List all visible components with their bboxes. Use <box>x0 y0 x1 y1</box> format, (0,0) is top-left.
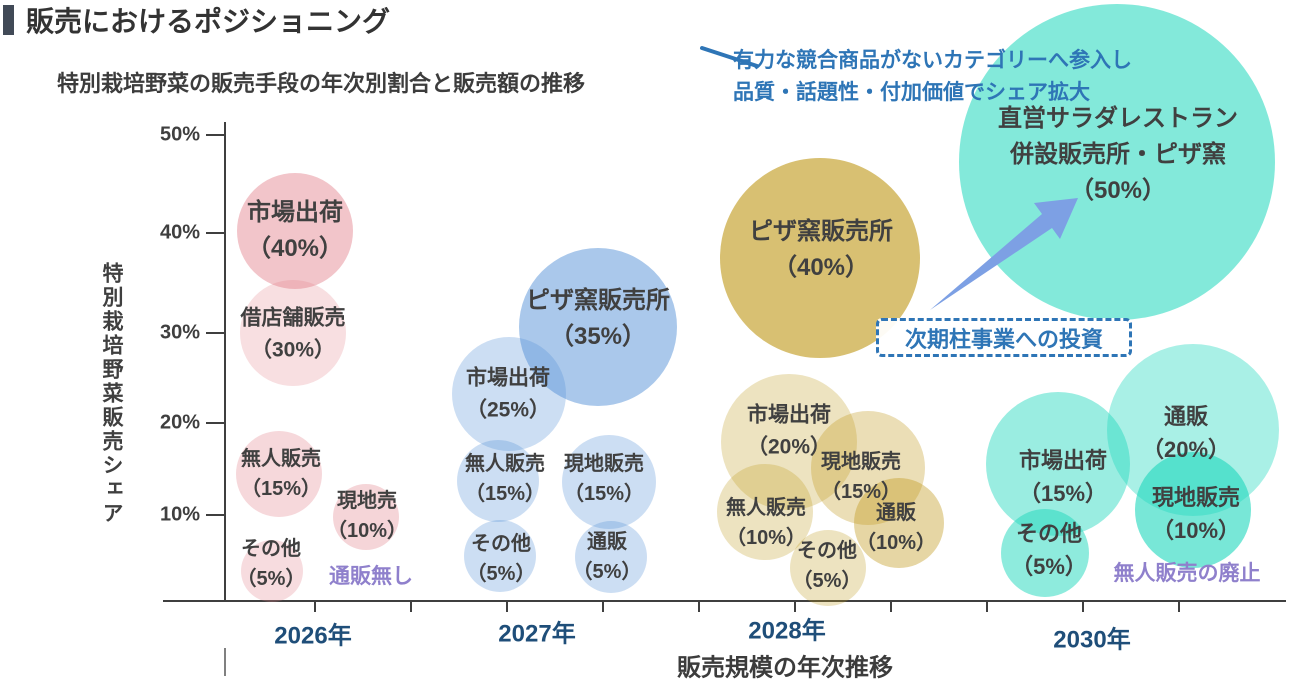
chart-bubble <box>464 520 536 592</box>
bubble-label: 現地販売 （15%） <box>820 451 902 503</box>
x-tick-2026: 2026年 <box>274 622 352 650</box>
bubble-label: その他 （5%） <box>792 540 862 592</box>
chart-bubble <box>721 374 857 510</box>
chart-bubble <box>240 280 346 386</box>
y-tick-20: 20% <box>159 411 200 434</box>
bubble-label: 無人販売 （10%） <box>725 497 807 549</box>
chart-bubble <box>717 464 813 560</box>
bubble-label: 市場出荷 （40%） <box>246 199 344 262</box>
chart-bubble <box>562 435 656 529</box>
bubble-label: その他 （5%） <box>1011 521 1087 579</box>
bubble-label: 通販 （20%） <box>1141 404 1231 462</box>
bubble-label: 市場出荷 （20%） <box>746 403 832 459</box>
x-tick-2028: 2028年 <box>748 617 826 645</box>
bubble-label: 無人販売 （15%） <box>464 453 546 505</box>
y-tick-50: 50% <box>159 123 200 146</box>
chart-subtitle: 特別栽培野菜の販売手段の年次別割合と販売額の推移 <box>57 71 586 96</box>
chart-bubble <box>333 484 399 550</box>
x-tick-2027: 2027年 <box>498 620 576 648</box>
y-tick-10: 10% <box>159 503 200 526</box>
x-tick-2030: 2030年 <box>1053 626 1131 654</box>
x-axis-title: 販売規模の年次推移 <box>677 654 893 682</box>
chart-bubble <box>457 440 539 522</box>
y-tick-30: 30% <box>159 321 200 344</box>
chart-note: 通販無し <box>329 565 413 588</box>
bubble-label: 通販 （10%） <box>855 502 937 554</box>
bubble-label: 直営サラダレストラン 併設販売所・ピザ窯 （50%） <box>998 105 1238 204</box>
bubble-label: 現地販売 （15%） <box>563 453 645 505</box>
bubble-label: 通販 （5%） <box>572 531 642 583</box>
chart-bubble <box>1135 452 1251 568</box>
bubble-label: 現地販売 （10%） <box>1151 485 1241 543</box>
chart-note: 無人販売の廃止 <box>1113 562 1261 585</box>
bubble-label: 現地売 （10%） <box>326 490 408 542</box>
chart-bubble <box>811 411 925 525</box>
chart-bubble <box>241 540 303 602</box>
bubble-label: 市場出荷 （15%） <box>1018 448 1108 506</box>
chart-bubble <box>519 248 677 406</box>
bubble-label: 借店舗販売 （30%） <box>240 306 346 362</box>
annotation-line-2: 品質・話題性・付加価値でシェア拡大 <box>733 81 1090 104</box>
chart-bubble <box>575 521 647 593</box>
title-accent-bar <box>3 5 14 35</box>
chart-bubble <box>237 173 353 289</box>
annotation-line-1: 有力な競合商品がないカテゴリーへ参入し <box>733 49 1132 72</box>
chart-bubble <box>854 478 944 568</box>
investment-callout-box: 次期柱事業への投資 <box>876 318 1132 357</box>
page-title: 販売におけるポジショニング <box>26 6 391 37</box>
bubble-label: ピザ窯販売所 （35%） <box>526 287 670 350</box>
y-tick-40: 40% <box>159 221 200 244</box>
chart-bubble <box>236 431 322 517</box>
bubble-label: 市場出荷 （25%） <box>465 366 551 422</box>
bubble-label: 無人販売 （15%） <box>240 448 322 500</box>
chart-bubble <box>452 337 566 451</box>
bubble-label: その他 （5%） <box>466 533 536 585</box>
chart-bubble <box>790 530 866 606</box>
bubble-label: ピザ窯販売所 （40%） <box>749 218 893 281</box>
chart-bubble <box>1001 509 1089 597</box>
bubble-label: その他 （5%） <box>236 538 306 590</box>
y-axis-title: 特別栽培野菜販売シェア <box>100 262 123 526</box>
